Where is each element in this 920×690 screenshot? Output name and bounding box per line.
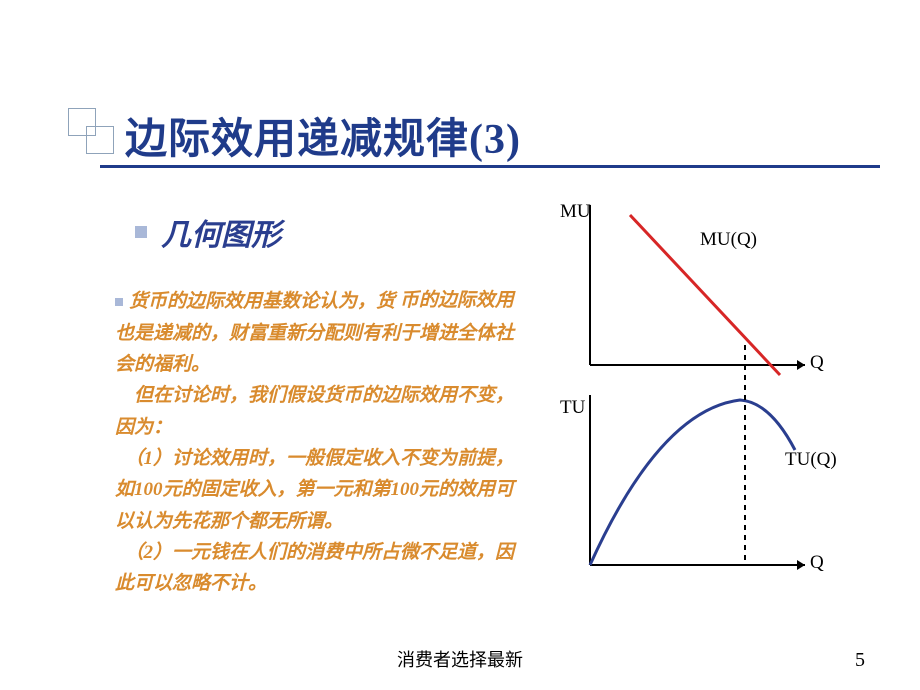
tu-y-label: TU bbox=[560, 397, 586, 418]
mu-curve-label: MU(Q) bbox=[700, 229, 757, 250]
charts-container: MU Q MU(Q) TU Q TU(Q) bbox=[560, 195, 860, 585]
bullet-icon bbox=[135, 226, 147, 238]
title-ornament-icon bbox=[68, 108, 128, 168]
footer-text: 消费者选择最新 bbox=[397, 646, 523, 672]
body-first-line: 货币的边际效用基数论认为，货 bbox=[129, 286, 395, 317]
body-rest: 币的边际效用也是递减的，财富重新分配则有利于增进全体社会的福利。 但在讨论时，我… bbox=[115, 290, 514, 594]
title-underline bbox=[100, 165, 880, 168]
bullet-icon bbox=[115, 298, 123, 306]
subtitle-text: 几何图形 bbox=[161, 210, 281, 254]
tu-curve-label: TU(Q) bbox=[785, 449, 837, 470]
mu-x-label: Q bbox=[810, 352, 824, 373]
mu-y-label: MU bbox=[560, 201, 591, 222]
tu-x-label: Q bbox=[810, 552, 824, 573]
page-title: 边际效用递减规律(3) bbox=[125, 105, 521, 166]
mu-tu-chart: MU Q MU(Q) TU Q TU(Q) bbox=[560, 195, 860, 585]
body-paragraph: 货币的边际效用基数论认为，货 币的边际效用也是递减的，财富重新分配则有利于增进全… bbox=[115, 285, 515, 600]
subtitle-row: 几何图形 bbox=[135, 210, 281, 254]
tu-curve bbox=[590, 400, 795, 565]
page-number: 5 bbox=[855, 649, 865, 672]
